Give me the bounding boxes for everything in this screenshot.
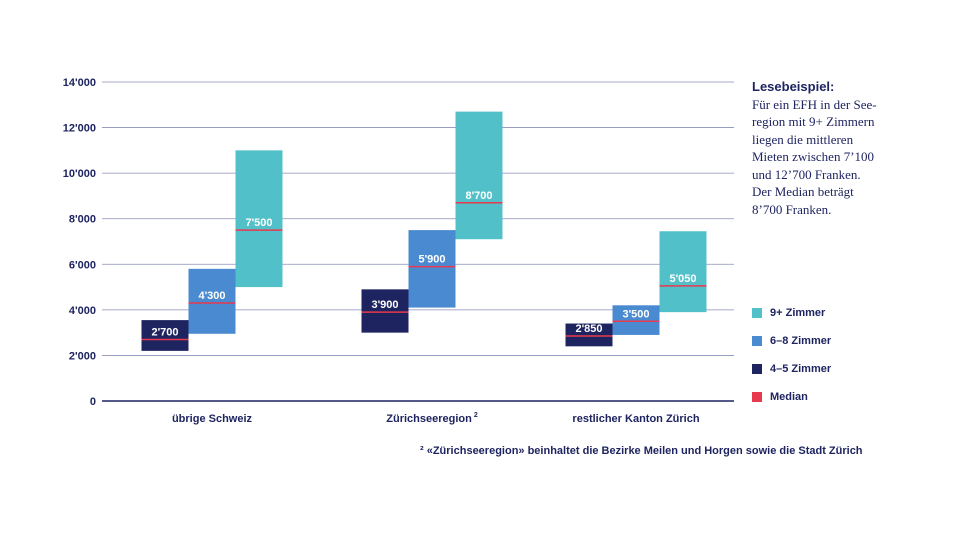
- reading-example-title: Lesebeispiel:: [752, 79, 835, 94]
- y-tick-label: 2'000: [69, 350, 96, 362]
- legend-item-6to8: 6–8 Zimmer: [752, 334, 831, 348]
- legend-label-9plus: 9+ Zimmer: [770, 307, 826, 319]
- median-value-label: 5'900: [418, 254, 445, 266]
- legend-label-4to5: 4–5 Zimmer: [770, 363, 832, 375]
- reading-example-line: und 12’700 Franken.: [752, 166, 861, 182]
- median-value-label: 5'050: [669, 273, 696, 285]
- reading-example: Lesebeispiel: Für ein EFH in der See- re…: [752, 78, 952, 218]
- range-box: [659, 231, 707, 313]
- median-value-label: 2'700: [151, 326, 178, 338]
- median-value-label: 8'700: [465, 190, 492, 202]
- range-box: [361, 289, 409, 333]
- reading-example-line: Mieten zwischen 7’100: [752, 149, 875, 164]
- y-tick-label: 8'000: [69, 214, 96, 226]
- range-box: [565, 323, 613, 347]
- legend-label-6to8: 6–8 Zimmer: [770, 335, 832, 347]
- range-box: [141, 320, 189, 351]
- x-category-label: Zürichseeregion 2: [386, 412, 478, 425]
- legend: 9+ Zimmer 6–8 Zimmer 4–5 Zimmer Median: [752, 306, 831, 418]
- legend-swatch-median: [752, 392, 762, 402]
- legend-label-median: Median: [770, 391, 808, 403]
- y-tick-label: 0: [90, 396, 96, 408]
- legend-swatch-9plus: [752, 308, 762, 318]
- range-chart: 0 2'000 4'000 6'000 8'000 10'000 12'000 14'000 2…: [63, 77, 734, 425]
- range-box: [188, 268, 236, 334]
- y-tick-label: 12'000: [63, 123, 96, 135]
- x-category-label: übrige Schweiz: [172, 413, 253, 425]
- y-tick-label: 10'000: [63, 168, 96, 180]
- median-value-label: 4'300: [198, 290, 225, 302]
- legend-swatch-4to5: [752, 364, 762, 374]
- range-box: [455, 111, 503, 240]
- y-tick-label: 14'000: [63, 77, 96, 89]
- legend-swatch-6to8: [752, 336, 762, 346]
- reading-example-line: Für ein EFH in der See-: [752, 96, 877, 112]
- median-value-label: 3'900: [371, 299, 398, 311]
- reading-example-line: region mit 9+ Zimmern: [752, 114, 875, 129]
- legend-item-9plus: 9+ Zimmer: [752, 306, 831, 320]
- y-tick-label: 4'000: [69, 305, 96, 317]
- y-tick-label: 6'000: [69, 259, 96, 271]
- median-value-label: 3'500: [622, 308, 649, 320]
- x-category-label: restlicher Kanton Zürich: [572, 413, 699, 425]
- reading-example-line: liegen die mittleren: [752, 131, 854, 147]
- footnote: ² «Zürichseeregion» beinhaltet die Bezir…: [420, 445, 863, 457]
- reading-example-line: 8’700 Franken.: [752, 201, 832, 217]
- reading-example-line: Der Median beträgt: [752, 184, 854, 199]
- median-value-label: 7'500: [245, 217, 272, 229]
- legend-item-median: Median: [752, 390, 831, 404]
- median-value-label: 2'850: [575, 323, 602, 335]
- range-box: [612, 305, 660, 335]
- legend-item-4to5: 4–5 Zimmer: [752, 362, 831, 376]
- footnote-marker: 2: [474, 412, 478, 419]
- range-box: [408, 230, 456, 308]
- range-box: [235, 150, 283, 288]
